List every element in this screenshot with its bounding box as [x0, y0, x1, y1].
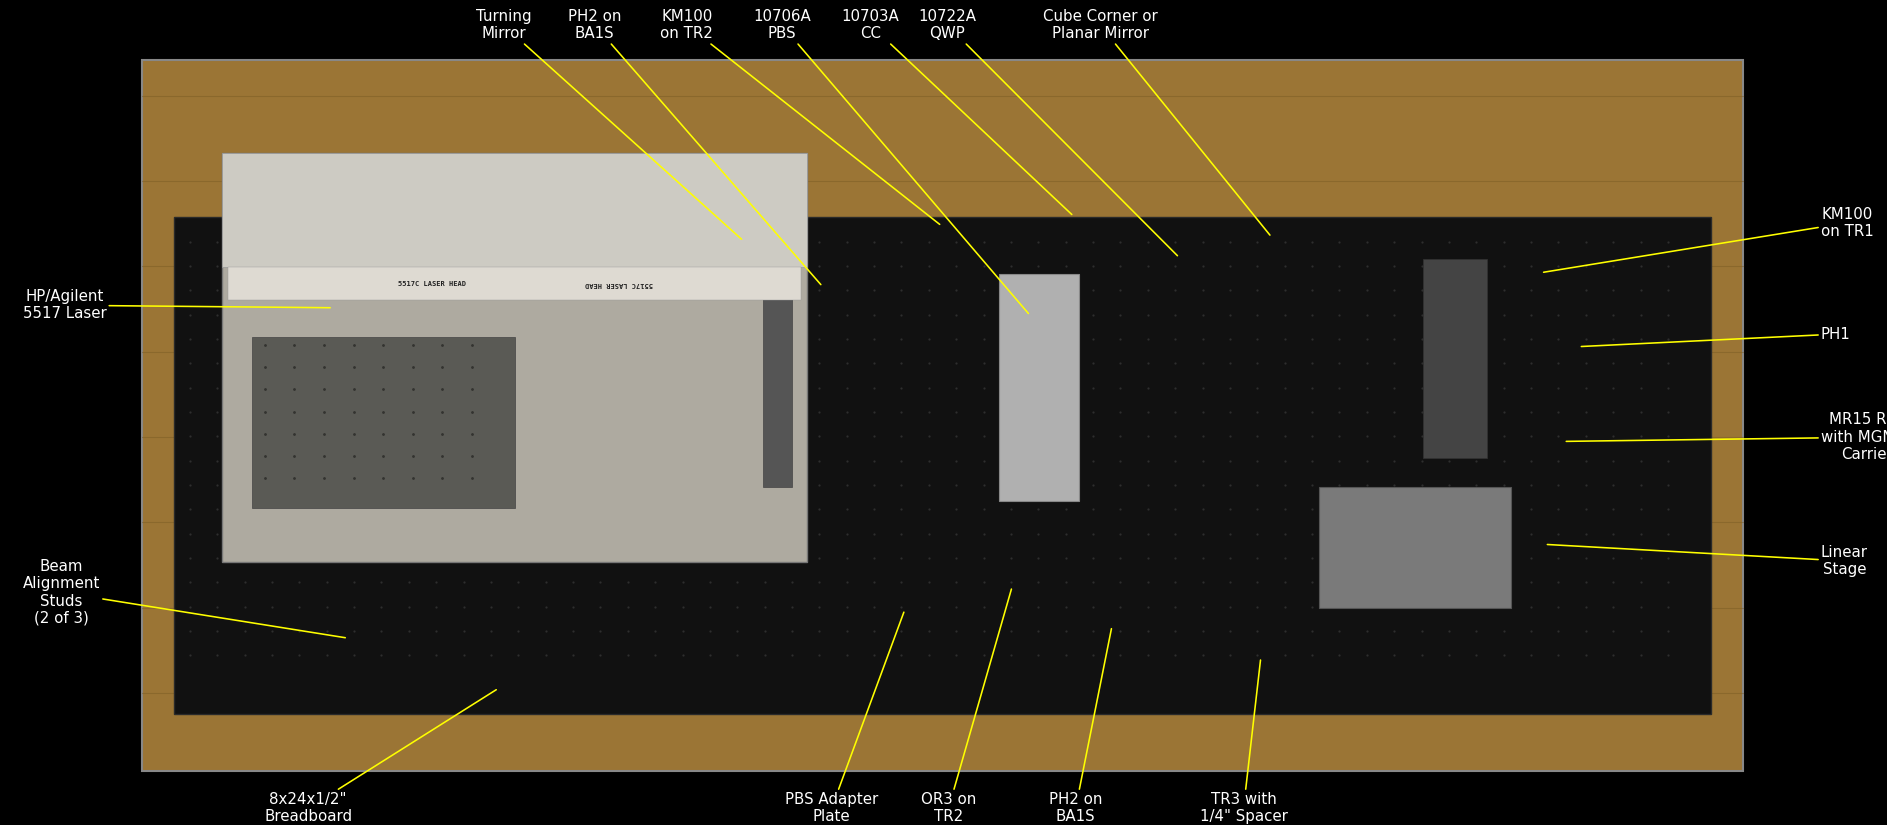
Text: KM100
on TR1: KM100 on TR1 [1544, 206, 1874, 272]
Bar [143, 60, 1744, 771]
Text: MR15 Rail
with MGN15
Carrier: MR15 Rail with MGN15 Carrier [1566, 412, 1887, 462]
Bar [174, 217, 1712, 714]
Text: 5517C LASER HEAD: 5517C LASER HEAD [585, 280, 653, 286]
Text: Beam
Alignment
Studs
(2 of 3): Beam Alignment Studs (2 of 3) [23, 559, 345, 638]
Text: Turning
Mirror: Turning Mirror [476, 9, 742, 239]
Text: OR3 on
TR2: OR3 on TR2 [921, 589, 1011, 824]
Text: PBS Adapter
Plate: PBS Adapter Plate [785, 612, 904, 824]
Bar [251, 337, 515, 508]
Text: PH1: PH1 [1581, 327, 1851, 346]
Bar [223, 153, 806, 267]
Text: HP/Agilent
5517 Laser: HP/Agilent 5517 Laser [23, 289, 330, 322]
Text: Linear
Stage: Linear Stage [1547, 544, 1868, 577]
Text: KM100
on TR2: KM100 on TR2 [660, 9, 940, 224]
Text: Cube Corner or
Planar Mirror: Cube Corner or Planar Mirror [1044, 9, 1270, 235]
Bar [1423, 259, 1487, 459]
Text: 8x24x1/2"
Breadboard: 8x24x1/2" Breadboard [264, 690, 496, 824]
Bar [1319, 487, 1511, 608]
Text: 10703A
CC: 10703A CC [842, 9, 1072, 214]
Text: 10706A
PBS: 10706A PBS [753, 9, 1028, 314]
Text: PH2 on
BA1S: PH2 on BA1S [1049, 629, 1111, 824]
Bar [228, 267, 800, 299]
Bar [998, 274, 1079, 501]
Bar [764, 274, 793, 487]
Text: PH2 on
BA1S: PH2 on BA1S [568, 9, 821, 285]
Text: TR3 with
1/4" Spacer: TR3 with 1/4" Spacer [1200, 660, 1287, 824]
Text: 5517C LASER HEAD: 5517C LASER HEAD [398, 280, 466, 286]
Text: 10722A
QWP: 10722A QWP [919, 9, 1177, 256]
Bar [223, 153, 806, 562]
